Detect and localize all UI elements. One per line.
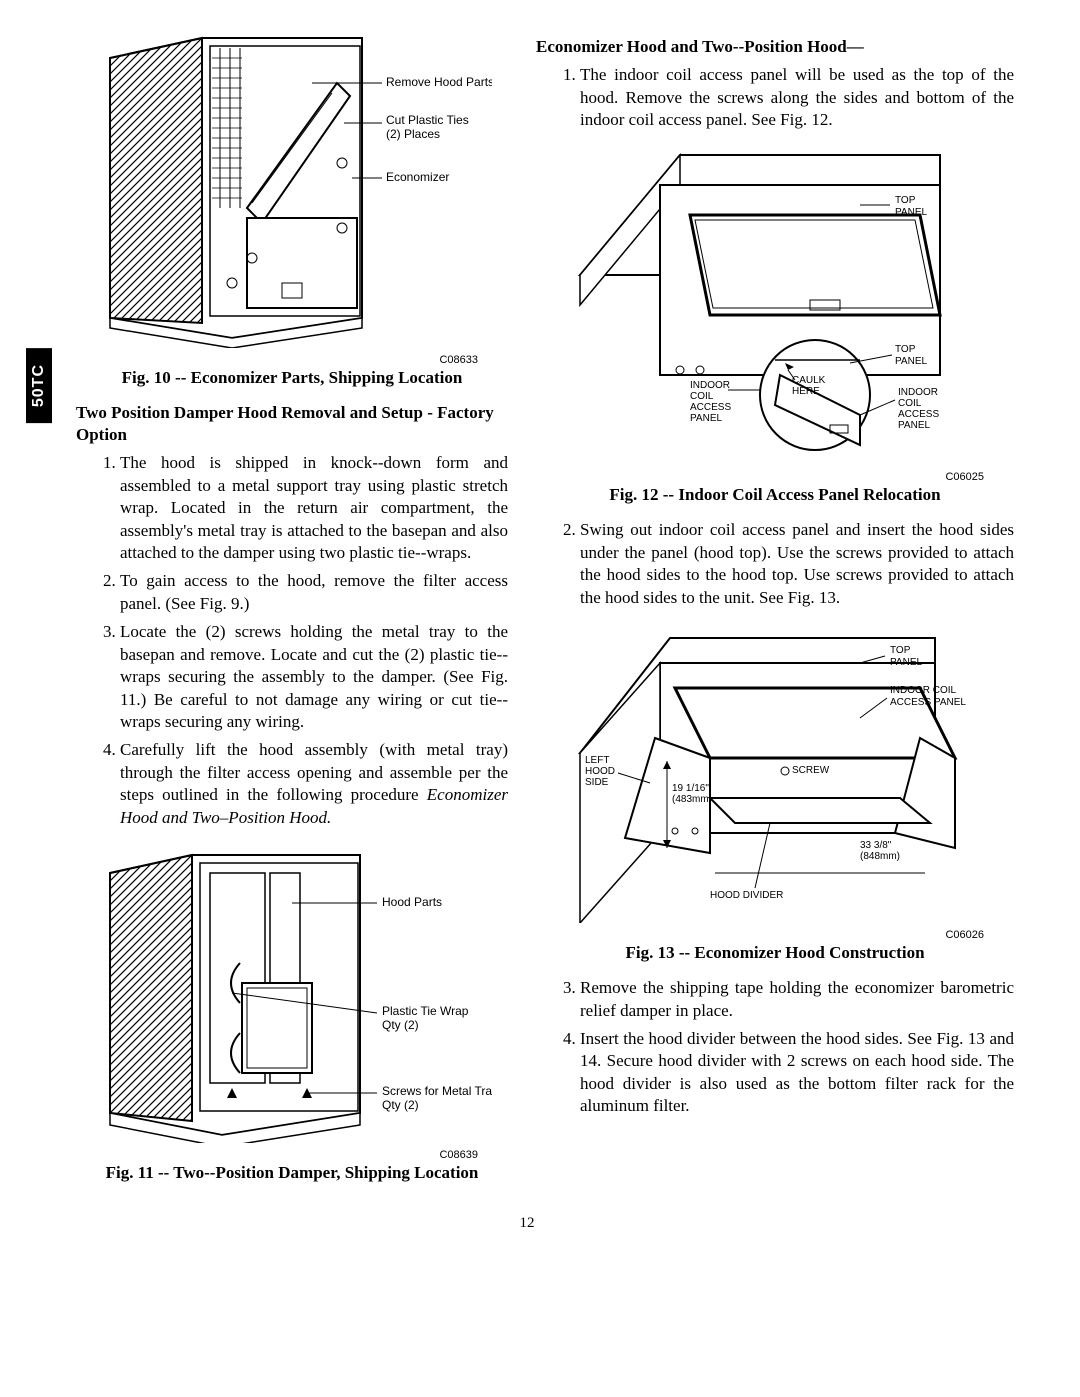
fig10-label-remove: Remove Hood Parts bbox=[386, 75, 492, 89]
fig12-l4: INDOOR bbox=[690, 380, 730, 391]
fig12-l5: INDOOR bbox=[898, 387, 938, 398]
fig12-l3b: HERE bbox=[792, 386, 820, 397]
side-tab: 50TC bbox=[26, 348, 52, 423]
fig13-l4: 19 1/16" bbox=[672, 783, 709, 794]
columns: Remove Hood Parts Cut Plastic Ties (2) P… bbox=[30, 28, 1024, 1197]
fig12-l5b: COIL bbox=[898, 398, 922, 409]
step-1-2: To gain access to the hood, remove the f… bbox=[120, 570, 508, 615]
step-1-4: Carefully lift the hood assembly (with m… bbox=[120, 739, 508, 829]
fig-11-svg: Hood Parts Plastic Tie Wrap Qty (2) Scre… bbox=[92, 843, 492, 1143]
steps-list-2b: Swing out indoor coil access panel and i… bbox=[536, 519, 1014, 609]
fig12-l3: CAULK bbox=[792, 375, 826, 386]
fig11-caption: Fig. 11 -- Two--Position Damper, Shippin… bbox=[76, 1163, 508, 1183]
fig12-l5d: PANEL bbox=[898, 420, 930, 431]
fig13-l4b: (483mm) bbox=[672, 794, 712, 805]
page-number: 12 bbox=[30, 1215, 1024, 1232]
fig12-code: C06025 bbox=[536, 471, 984, 483]
fig13-l3c: SIDE bbox=[585, 777, 609, 788]
fig13-code: C06026 bbox=[536, 929, 984, 941]
fig11-l2b: Qty (2) bbox=[382, 1018, 419, 1032]
fig12-l1: TOP bbox=[895, 195, 916, 206]
fig12-l4d: PANEL bbox=[690, 413, 722, 424]
fig13-l3: LEFT bbox=[585, 755, 609, 766]
step-2b-1: Swing out indoor coil access panel and i… bbox=[580, 519, 1014, 609]
fig12-l4c: ACCESS bbox=[690, 402, 731, 413]
fig10-label-cut: Cut Plastic Ties bbox=[386, 113, 469, 127]
heading-econ-hood: Economizer Hood and Two--Position Hood— bbox=[536, 36, 1014, 58]
fig-10-svg: Remove Hood Parts Cut Plastic Ties (2) P… bbox=[92, 28, 492, 348]
fig11-l1: Hood Parts bbox=[382, 895, 442, 909]
fig13-l2b: ACCESS PANEL bbox=[890, 697, 966, 708]
fig10-label-econ: Economizer bbox=[386, 170, 449, 184]
fig-13: TOP PANEL INDOOR COIL ACCESS PANEL LEFT … bbox=[536, 623, 1014, 923]
step-1-3: Locate the (2) screws holding the metal … bbox=[120, 621, 508, 733]
fig11-l3: Screws for Metal Tray bbox=[382, 1084, 492, 1098]
fig13-caption: Fig. 13 -- Economizer Hood Construction bbox=[536, 943, 1014, 963]
fig11-l2: Plastic Tie Wrap bbox=[382, 1004, 469, 1018]
fig11-l3b: Qty (2) bbox=[382, 1098, 419, 1112]
steps-list-2a: The indoor coil access panel will be use… bbox=[536, 64, 1014, 131]
fig12-l1b: PANEL bbox=[895, 207, 927, 218]
fig-11: Hood Parts Plastic Tie Wrap Qty (2) Scre… bbox=[76, 843, 508, 1143]
fig10-label-cut2: (2) Places bbox=[386, 127, 440, 141]
fig12-l4b: COIL bbox=[690, 391, 714, 402]
fig-12-svg: TOP PANEL TOP PANEL CAULK HERE INDOOR CO… bbox=[560, 145, 990, 465]
right-column: Economizer Hood and Two--Position Hood— … bbox=[536, 28, 1014, 1197]
fig13-l6b: (848mm) bbox=[860, 851, 900, 862]
fig10-code: C08633 bbox=[76, 354, 478, 366]
fig-13-svg: TOP PANEL INDOOR COIL ACCESS PANEL LEFT … bbox=[560, 623, 990, 923]
heading-two-position: Two Position Damper Hood Removal and Set… bbox=[76, 402, 508, 446]
left-column: Remove Hood Parts Cut Plastic Ties (2) P… bbox=[30, 28, 508, 1197]
page: 50TC bbox=[0, 0, 1080, 1262]
steps-list-2c: Remove the shipping tape holding the eco… bbox=[536, 977, 1014, 1118]
fig13-l1b: PANEL bbox=[890, 657, 922, 668]
fig10-caption: Fig. 10 -- Economizer Parts, Shipping Lo… bbox=[76, 368, 508, 388]
fig-12: TOP PANEL TOP PANEL CAULK HERE INDOOR CO… bbox=[536, 145, 1014, 465]
fig12-l2b: PANEL bbox=[895, 356, 927, 367]
fig11-code: C08639 bbox=[76, 1149, 478, 1161]
step-1-1: The hood is shipped in knock--down form … bbox=[120, 452, 508, 564]
fig13-l5: SCREW bbox=[792, 765, 830, 776]
fig13-l3b: HOOD bbox=[585, 766, 615, 777]
fig-10: Remove Hood Parts Cut Plastic Ties (2) P… bbox=[76, 28, 508, 348]
fig13-l7: HOOD DIVIDER bbox=[710, 890, 783, 901]
fig12-l5c: ACCESS bbox=[898, 409, 939, 420]
fig13-l2: INDOOR COIL bbox=[890, 685, 957, 696]
fig13-l1: TOP bbox=[890, 645, 911, 656]
fig12-l2: TOP bbox=[895, 344, 916, 355]
step-2a-1: The indoor coil access panel will be use… bbox=[580, 64, 1014, 131]
fig12-caption: Fig. 12 -- Indoor Coil Access Panel Relo… bbox=[536, 485, 1014, 505]
fig13-l6: 33 3/8" bbox=[860, 840, 892, 851]
step-2c-1: Remove the shipping tape holding the eco… bbox=[580, 977, 1014, 1022]
step-2c-2: Insert the hood divider between the hood… bbox=[580, 1028, 1014, 1118]
steps-list-1: The hood is shipped in knock--down form … bbox=[76, 452, 508, 829]
